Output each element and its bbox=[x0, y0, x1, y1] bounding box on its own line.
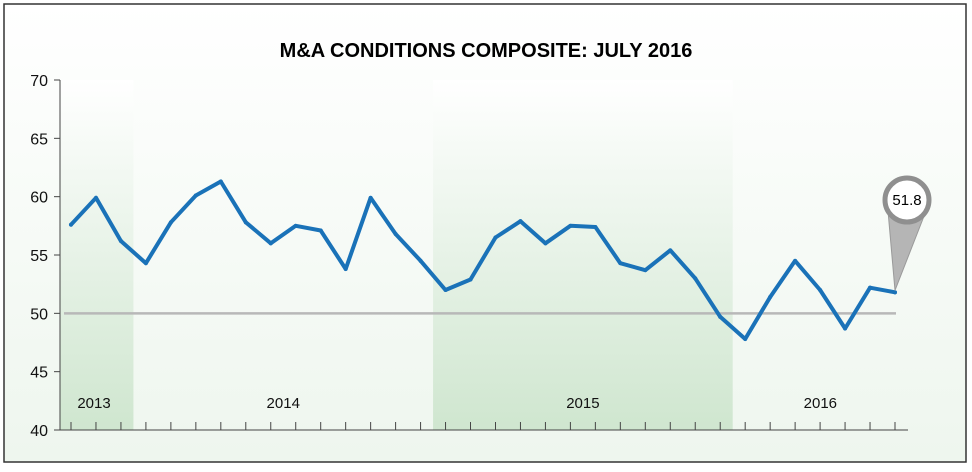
data-point-7 bbox=[243, 220, 248, 225]
data-point-29 bbox=[793, 258, 798, 263]
y-tick-label-70: 70 bbox=[30, 73, 48, 90]
chart-title: M&A CONDITIONS COMPOSITE: JULY 2016 bbox=[280, 40, 693, 62]
data-point-9 bbox=[293, 223, 298, 228]
data-point-24 bbox=[668, 248, 673, 253]
y-tick-label-40: 40 bbox=[30, 423, 48, 440]
data-point-11 bbox=[343, 267, 348, 271]
y-tick-label-45: 45 bbox=[30, 365, 48, 382]
year-band-2013 bbox=[60, 80, 134, 430]
data-point-10 bbox=[318, 228, 323, 233]
data-point-30 bbox=[818, 288, 823, 292]
series-group bbox=[69, 179, 897, 341]
data-point-12 bbox=[368, 195, 373, 200]
data-point-20 bbox=[568, 223, 573, 228]
data-point-25 bbox=[693, 276, 698, 281]
year-label-2016: 2016 bbox=[804, 395, 837, 412]
y-tick-label-65: 65 bbox=[30, 131, 48, 148]
year-label-2015: 2015 bbox=[566, 395, 599, 412]
data-point-0 bbox=[69, 222, 73, 227]
series-line bbox=[69, 179, 897, 341]
callout-ring bbox=[882, 175, 932, 225]
data-point-27 bbox=[743, 337, 748, 341]
y-tick-label-50: 50 bbox=[30, 306, 48, 323]
callout-group: 51.8 bbox=[882, 175, 932, 291]
data-point-6 bbox=[218, 179, 223, 184]
data-point-22 bbox=[618, 261, 623, 266]
callout-value-label: 51.8 bbox=[892, 192, 921, 209]
data-point-21 bbox=[593, 225, 598, 229]
data-point-8 bbox=[268, 241, 273, 246]
data-point-19 bbox=[543, 241, 548, 246]
data-point-5 bbox=[193, 193, 198, 198]
data-point-14 bbox=[418, 258, 423, 263]
year-label-2013: 2013 bbox=[77, 395, 110, 412]
y-tick-label-60: 60 bbox=[30, 190, 48, 207]
data-point-33 bbox=[893, 290, 897, 295]
data-point-23 bbox=[643, 268, 648, 273]
data-point-3 bbox=[143, 261, 148, 266]
data-point-17 bbox=[493, 235, 498, 240]
data-point-26 bbox=[718, 314, 723, 319]
y-tick-label-55: 55 bbox=[30, 248, 48, 265]
data-point-28 bbox=[768, 295, 773, 299]
data-point-1 bbox=[93, 195, 98, 200]
data-point-32 bbox=[868, 285, 873, 290]
axes: 40 45 50 55 60 65 70 bbox=[30, 73, 908, 440]
data-point-2 bbox=[118, 239, 123, 243]
data-point-16 bbox=[468, 277, 473, 282]
year-label-2014: 2014 bbox=[267, 395, 300, 412]
year-band-2015 bbox=[433, 80, 733, 430]
data-point-4 bbox=[168, 220, 173, 225]
data-point-31 bbox=[843, 326, 848, 331]
data-point-13 bbox=[393, 232, 398, 236]
data-point-18 bbox=[518, 219, 523, 224]
data-point-15 bbox=[443, 288, 448, 292]
